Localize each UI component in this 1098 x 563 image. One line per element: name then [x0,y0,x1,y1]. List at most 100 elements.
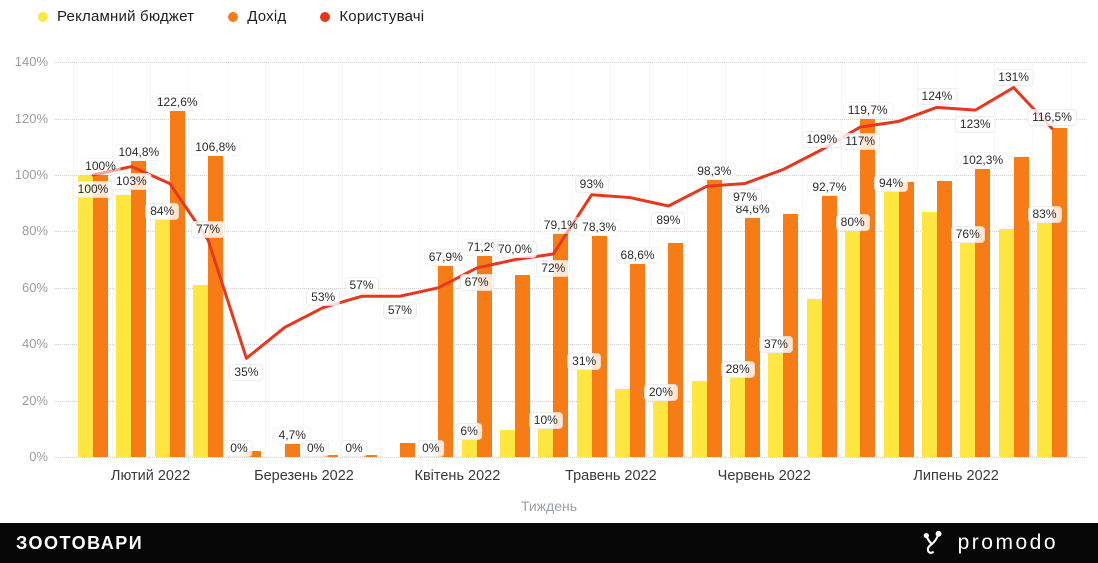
y-axis-tick-label: 140% [14,54,48,70]
budget-bar [461,440,477,457]
promodo-wordmark: promodo [957,531,1058,554]
revenue-bar-label: 122,6% [151,94,203,112]
revenue-bar [438,265,454,457]
y-axis-tick-label: 60% [21,279,48,295]
revenue-bar-label: 106,8% [190,138,241,156]
budget-bar [883,191,899,457]
users-line-label: 117% [840,133,881,151]
revenue-bar [399,442,415,457]
budget-bar [78,175,93,457]
x-axis-title: Тиждень [520,498,578,514]
users-line-label: 103% [111,172,152,190]
vertical-gridline [802,62,804,457]
x-axis-month-label: Квітень 2022 [414,468,501,484]
vertical-gridline [150,62,152,457]
revenue-bar-label: 98,3% [692,162,737,180]
users-line-label: 57% [344,277,379,295]
users-line-label: 89% [651,212,686,230]
budget-bar [768,352,784,457]
legend-item-users[interactable]: Користувачі [320,8,424,25]
budget-bar [193,284,209,457]
budget-series-dot-icon [38,11,48,22]
revenue-bar [591,236,607,457]
vertical-gridline [533,62,535,457]
y-axis-tick-label: 40% [21,336,48,352]
legend: Рекламний бюджет Дохід Користувачі [38,8,424,25]
x-axis-month-label: Травень 2022 [565,468,657,484]
vertical-gridline [763,62,765,457]
promodo-logo: promodo [918,529,1058,557]
budget-bar-label: 0% [225,440,253,457]
users-line-label: 109% [801,130,843,148]
vertical-gridline [495,62,497,457]
revenue-bar [246,450,262,457]
users-line-label: 97% [728,189,763,207]
budget-bar-label: 10% [528,411,563,429]
users-line-label: 35% [229,364,264,382]
vertical-gridline [917,62,919,457]
revenue-bar [668,242,684,457]
y-axis-tick-label: 20% [21,392,48,408]
y-axis-tick-label: 80% [21,223,48,239]
budget-bar [691,380,707,457]
vertical-gridline [380,62,382,457]
vertical-gridline [188,62,190,457]
x-axis-month-label: Лютий 2022 [110,468,191,484]
y-axis-tick-label: 0% [29,449,48,464]
y-axis-tick-label: 100% [14,167,48,182]
budget-bar-label: 6% [455,423,483,441]
revenue-bar [630,263,646,457]
revenue-bar [745,218,761,457]
promodo-cherry-icon [923,530,942,554]
budget-bar [998,228,1014,457]
users-line-label: 53% [306,288,341,306]
budget-bar [116,194,132,457]
revenue-bar-label: 78,3% [577,219,622,237]
revenue-bar-label: 92,7% [807,178,852,196]
y-gridline [55,62,1085,64]
y-gridline [55,118,1085,120]
users-line-label: 67% [459,274,494,292]
legend-item-budget[interactable]: Рекламний бюджет [38,8,194,25]
users-line-label: 123% [954,116,996,134]
budget-bar-label: 20% [643,383,678,401]
budget-bar [615,389,631,457]
budget-bar-label: 94% [874,174,909,192]
vertical-gridline [111,62,113,457]
legend-label: Користувачі [339,8,425,25]
vertical-gridline [571,62,573,457]
vertical-gridline [73,62,75,457]
budget-bar [499,430,515,457]
budget-bar [730,378,746,457]
vertical-gridline [226,62,228,457]
budget-bar-label: 37% [758,335,793,353]
users-line-label: 72% [536,259,571,277]
revenue-bar [131,161,147,457]
budget-bar [921,211,937,457]
vertical-gridline [1070,62,1072,457]
brand-name: ЗООТОВАРИ [16,532,144,553]
budget-bar-label: 31% [567,352,602,370]
vertical-gridline [687,62,689,457]
revenue-bar [93,175,108,457]
vertical-gridline [610,62,612,457]
y-gridline [55,457,1085,458]
budget-bar-label: 28% [720,361,755,379]
revenue-bar [975,168,991,457]
budget-bar [154,220,170,457]
revenue-bar [284,443,300,457]
revenue-bar-label: 68,6% [615,246,660,264]
revenue-bar [514,275,530,457]
revenue-bar [821,195,837,457]
legend-item-revenue[interactable]: Дохід [228,8,286,25]
revenue-bar [706,179,722,457]
budget-bar-label: 84% [145,203,180,221]
users-series-dot-icon [320,11,331,22]
budget-bar [653,400,669,457]
revenue-series-dot-icon [228,11,239,22]
legend-label: Дохід [247,8,287,25]
footer-bar: ЗООТОВАРИ promodo [0,523,1098,563]
users-line-label: 57% [382,302,417,320]
budget-bar [1037,222,1052,457]
